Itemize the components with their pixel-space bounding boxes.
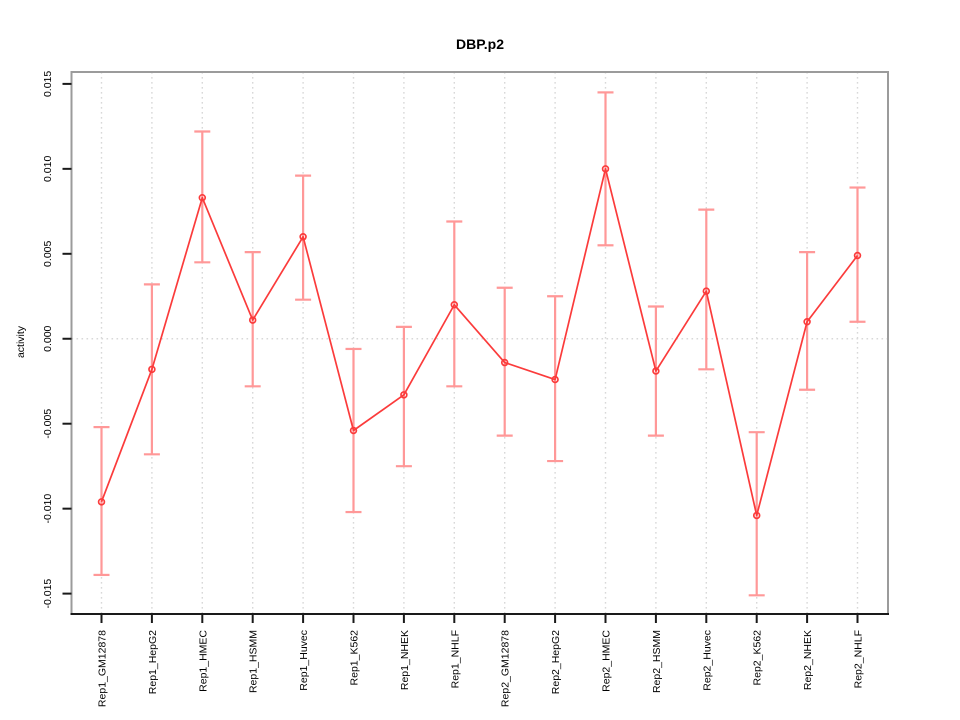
data-point-marker (148, 365, 156, 374)
y-tick-label: -0.005 (42, 409, 54, 439)
x-tick-label: Rep2_Huvec (701, 630, 713, 691)
data-point-marker (299, 233, 307, 241)
x-tick-label: Rep2_HepG2 (550, 630, 562, 694)
data-point-marker (349, 426, 358, 435)
data-point-marker (248, 316, 257, 324)
chart-title: DBP.p2 (456, 36, 504, 52)
x-tick-label: Rep1_Huvec (298, 630, 310, 691)
y-tick-label: -0.010 (42, 494, 54, 524)
x-tick-label: Rep2_HMEC (601, 630, 613, 692)
y-tick-label: -0.015 (42, 579, 54, 609)
data-point-marker (97, 498, 106, 506)
data-point-marker (752, 511, 761, 520)
data-point-marker (198, 193, 207, 202)
series-line (100, 167, 859, 517)
x-tick-label: Rep1_NHEK (399, 630, 411, 690)
data-point-marker (853, 251, 862, 260)
x-tick-label: Rep2_GM12878 (500, 630, 512, 707)
data-point-marker (803, 318, 811, 326)
plot-border (70, 71, 889, 615)
x-tick-label: Rep2_K562 (752, 630, 764, 686)
y-tick-label: 0.015 (42, 71, 54, 97)
x-tick-label: Rep2_NHEK (802, 630, 814, 690)
x-tick-label: Rep1_HMEC (197, 630, 209, 692)
data-point-marker (450, 301, 459, 309)
x-tick-label: Rep1_NHLF (449, 630, 461, 688)
x-tick-label: Rep1_GM12878 (97, 630, 109, 707)
x-tick-label: Rep2_HSMM (651, 630, 663, 693)
data-point-marker (601, 165, 610, 173)
y-axis-label: activity (15, 325, 27, 359)
data-point-marker (702, 287, 711, 295)
x-tick-label: Rep1_HepG2 (147, 630, 159, 694)
y-tick-label: 0.010 (42, 156, 54, 182)
data-point-marker (500, 358, 509, 367)
data-point-marker (551, 375, 559, 384)
data-point-marker (400, 391, 408, 399)
x-tick-label: Rep2_NHLF (853, 630, 865, 688)
y-tick-label: 0.005 (42, 241, 54, 267)
x-tick-label: Rep1_HSMM (248, 630, 260, 693)
data-point-marker (652, 367, 660, 375)
y-tick-label: 0.000 (42, 325, 54, 351)
x-tick-label: Rep1_K562 (349, 630, 361, 686)
